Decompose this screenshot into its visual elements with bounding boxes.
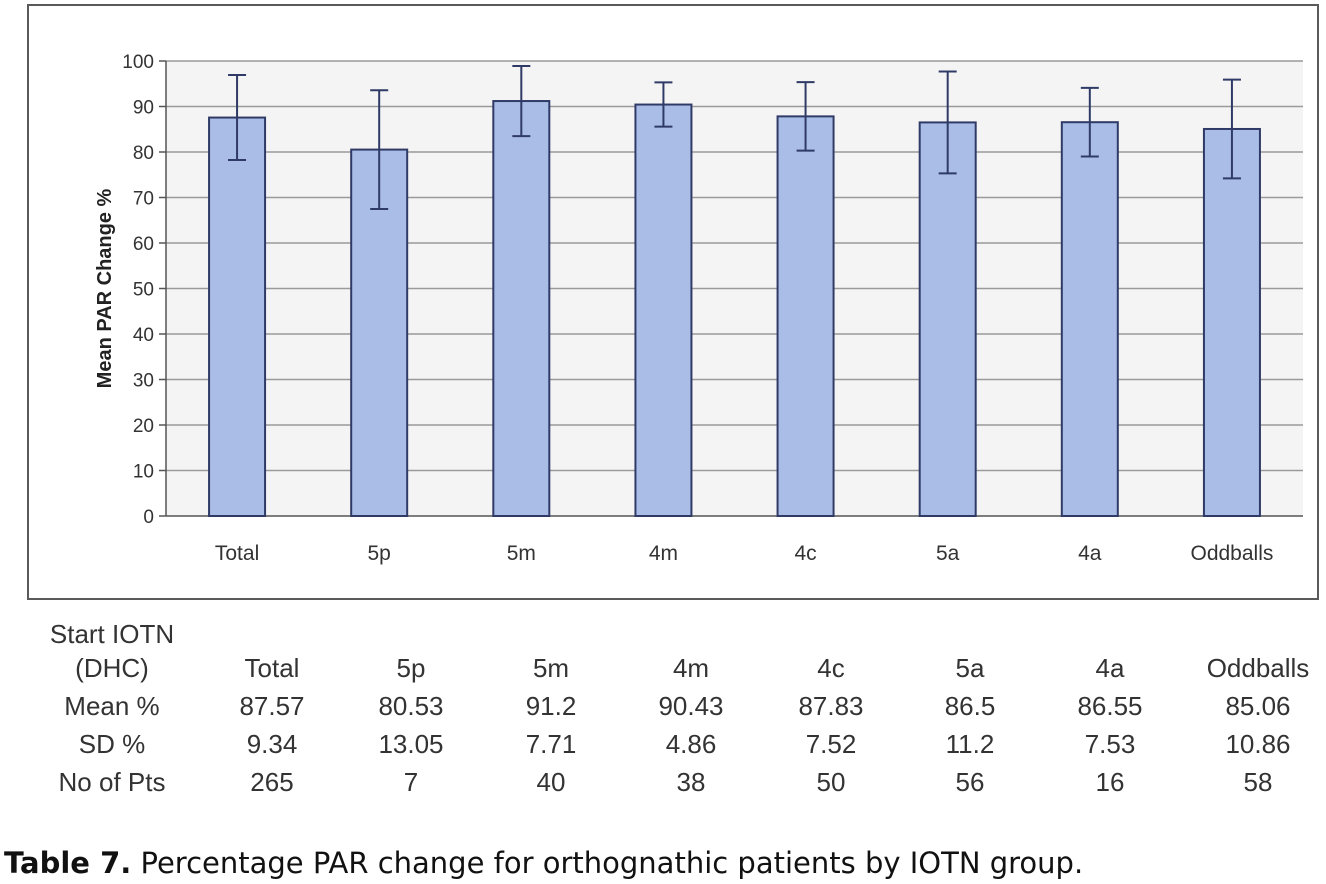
table-row-mean: Mean % 87.57 80.53 91.2 90.43 87.83 86.5… bbox=[0, 688, 1326, 724]
table-cell: 7.71 bbox=[525, 729, 577, 759]
table-cell: 56 bbox=[955, 767, 985, 797]
x-tick-label: Oddballs bbox=[1190, 542, 1273, 565]
table-cell: 40 bbox=[536, 767, 566, 797]
y-tick-label: 100 bbox=[122, 52, 154, 73]
bar bbox=[634, 103, 693, 518]
y-tick-label: 70 bbox=[133, 189, 154, 210]
table-cell: 86.5 bbox=[944, 691, 996, 721]
bar bbox=[1202, 127, 1261, 518]
x-tick-label: 5p bbox=[368, 542, 391, 565]
table-cell: 85.06 bbox=[1225, 691, 1291, 721]
table-cell: 58 bbox=[1243, 767, 1273, 797]
x-tick-label: 5a bbox=[936, 542, 960, 565]
table-header-label-line1: Start IOTN bbox=[49, 619, 175, 649]
bar bbox=[492, 100, 551, 517]
table-cell: 11.2 bbox=[945, 729, 995, 759]
table-column-header: 4c bbox=[817, 653, 845, 683]
table-column-header: 5p bbox=[396, 653, 426, 683]
table-cell: 7.52 bbox=[805, 729, 857, 759]
table-cell: 38 bbox=[676, 767, 706, 797]
table-row-label: No of Pts bbox=[58, 767, 166, 797]
bar bbox=[350, 148, 409, 517]
table-header-label-line2: (DHC) bbox=[75, 653, 149, 683]
table-cell: 50 bbox=[816, 767, 846, 797]
figure-caption: Table 7. Percentage PAR change for ortho… bbox=[4, 846, 1083, 880]
y-tick-label: 10 bbox=[133, 462, 154, 483]
table-row-label: Mean % bbox=[64, 691, 160, 721]
y-tick-label: 80 bbox=[133, 143, 154, 164]
chart-frame: 0 10 20 30 40 50 60 70 80 90 100 Mean PAR Change % T… bbox=[27, 4, 1319, 600]
y-axis-label: Mean PAR Change % bbox=[94, 188, 116, 388]
bar bbox=[918, 121, 977, 518]
x-tick-label: 4a bbox=[1078, 542, 1102, 565]
y-tick-label: 0 bbox=[143, 507, 154, 528]
x-tick-label: 4m bbox=[649, 542, 678, 565]
table-header-row-1: Start IOTN bbox=[0, 616, 1326, 652]
bar-chart: 0 10 20 30 40 50 60 70 80 90 100 Mean PAR Change % T… bbox=[94, 52, 1303, 565]
bar bbox=[1060, 121, 1119, 517]
table-cell: 86.55 bbox=[1077, 691, 1143, 721]
table-cell: 7.53 bbox=[1084, 729, 1136, 759]
caption-label: Table 7. bbox=[4, 846, 132, 880]
table-column-header: 5a bbox=[955, 653, 985, 683]
table-cell: 80.53 bbox=[378, 691, 444, 721]
table-cell: 4.86 bbox=[665, 729, 717, 759]
table-cell: 13.05 bbox=[378, 729, 444, 759]
y-tick-label: 50 bbox=[133, 280, 154, 301]
table-column-header: 5m bbox=[532, 653, 570, 683]
x-tick-label: Total bbox=[215, 542, 259, 565]
y-tick-label: 40 bbox=[133, 325, 154, 346]
table-cell: 87.83 bbox=[798, 691, 864, 721]
y-tick-label: 60 bbox=[133, 234, 154, 255]
bar bbox=[208, 116, 267, 518]
table-cell: 9.34 bbox=[246, 729, 298, 759]
table-cell: 10.86 bbox=[1225, 729, 1291, 759]
table-column-header: 4a bbox=[1095, 653, 1125, 683]
table-row-sd: SD % 9.34 13.05 7.71 4.86 7.52 11.2 7.53… bbox=[0, 726, 1326, 762]
table-cell: 265 bbox=[250, 767, 294, 797]
table-column-header: Total bbox=[244, 653, 300, 683]
table-cell: 16 bbox=[1095, 767, 1125, 797]
data-table: Start IOTN (DHC) Total 5p 5m 4m 4c 5a 4a… bbox=[0, 610, 1326, 810]
table-column-header: 4m bbox=[672, 653, 710, 683]
caption-text: Percentage PAR change for orthognathic p… bbox=[131, 846, 1084, 880]
x-tick-label: 5m bbox=[507, 542, 536, 565]
table-cell: 91.2 bbox=[525, 691, 577, 721]
bar bbox=[776, 115, 835, 517]
table-row-label: SD % bbox=[78, 729, 146, 759]
table-cell: 7 bbox=[403, 767, 419, 797]
y-tick-label: 20 bbox=[133, 416, 154, 437]
table-column-header: Oddballs bbox=[1206, 653, 1310, 683]
table-cell: 87.57 bbox=[239, 691, 305, 721]
y-tick-label: 30 bbox=[133, 371, 154, 392]
table-cell: 90.43 bbox=[658, 691, 724, 721]
table-row-patients: No of Pts 265 7 40 38 50 56 16 58 bbox=[0, 764, 1326, 800]
table-header-row-2: (DHC) Total 5p 5m 4m 4c 5a 4a Oddballs bbox=[0, 650, 1326, 686]
y-tick-label: 90 bbox=[133, 98, 154, 119]
x-tick-label: 4c bbox=[794, 542, 816, 565]
